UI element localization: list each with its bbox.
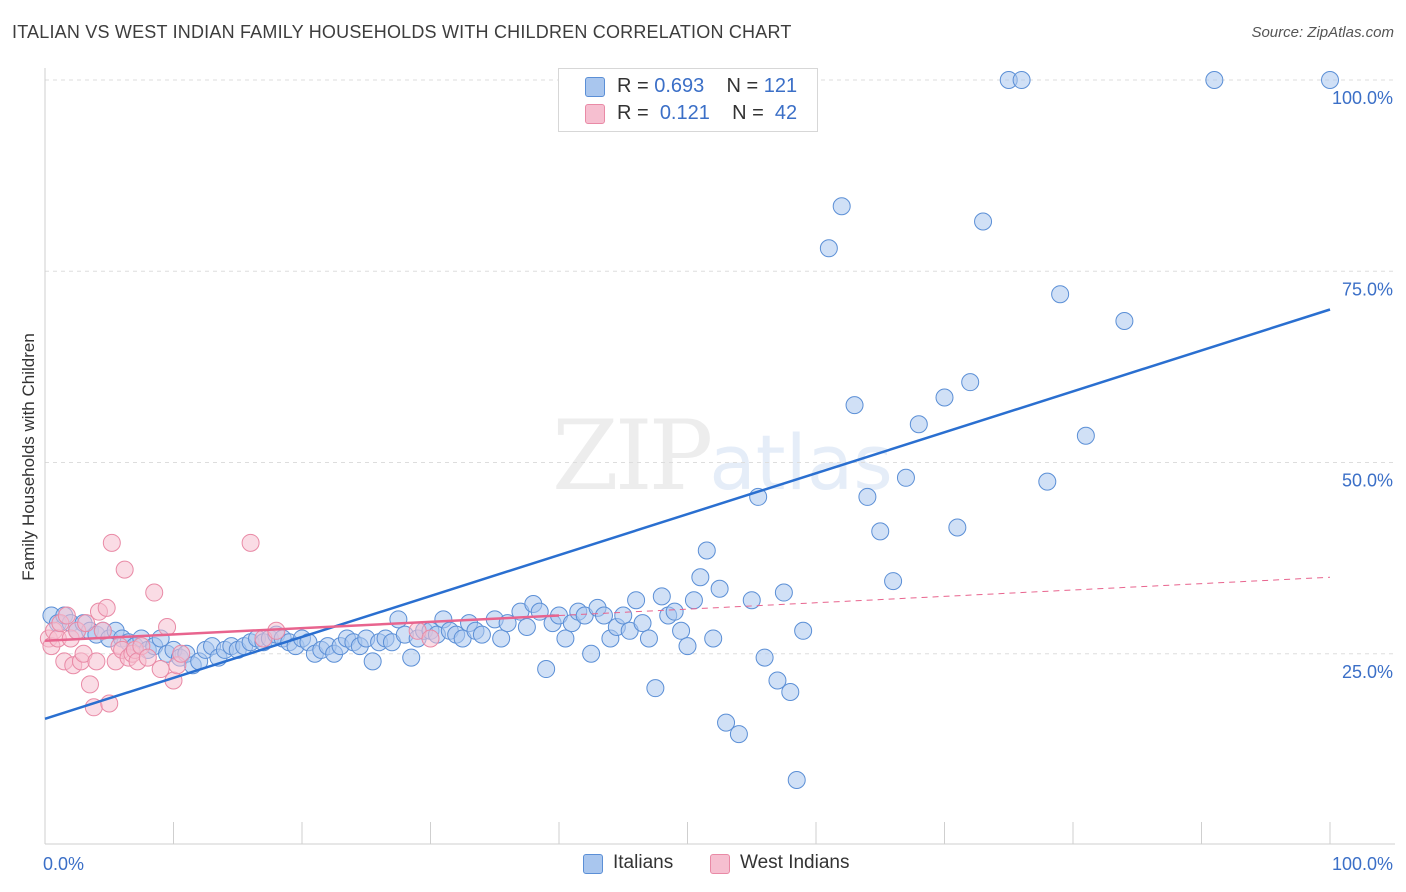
italians-point xyxy=(832,197,851,216)
italians-point xyxy=(794,621,813,640)
italians-point xyxy=(665,602,684,621)
y-axis-label: Family Households with Children xyxy=(19,333,38,581)
legend-r-value-italians: 0.693 xyxy=(654,75,705,97)
west-indians-point xyxy=(172,644,191,663)
west-indians-trend-line xyxy=(44,614,560,642)
italians-point xyxy=(781,683,800,701)
chart-title: ITALIAN VS WEST INDIAN FAMILY HOUSEHOLDS… xyxy=(12,22,792,42)
watermark-zip: ZIP xyxy=(552,400,713,512)
legend-text-italians: R = 0.693 N = 121 xyxy=(617,75,797,98)
series-legend-label-west-indians: West Indians xyxy=(740,852,850,873)
italians-point xyxy=(691,568,710,587)
west-indians-point xyxy=(145,583,164,602)
west-indians-point xyxy=(241,533,260,552)
legend-n-label: N = xyxy=(732,102,764,124)
italians-point xyxy=(717,713,736,732)
italians-point xyxy=(697,541,716,560)
legend-n-value-west-indians: 42 xyxy=(774,102,798,124)
correlation-legend: R = 0.693 N = 121 R = 0.121 N = 42 xyxy=(558,68,818,132)
west-indians-point xyxy=(87,652,106,671)
italians-point xyxy=(678,637,697,656)
italians-point xyxy=(948,518,967,537)
italians-point xyxy=(974,212,993,231)
series-legend-label-italians: Italians xyxy=(613,852,674,873)
italians-point xyxy=(1051,285,1070,304)
italians-point xyxy=(871,522,890,541)
italians-point xyxy=(517,617,536,636)
italians-point xyxy=(858,487,877,506)
italians-point xyxy=(492,629,511,648)
italians-point xyxy=(633,614,652,633)
italians-point xyxy=(774,583,793,602)
italians-point xyxy=(845,396,864,415)
italians-point xyxy=(961,373,980,392)
italians-point xyxy=(909,415,928,434)
legend-swatch-west-indians xyxy=(585,104,605,124)
west-indians-point xyxy=(97,598,116,617)
west-indians-point xyxy=(80,675,99,694)
source-label: Source: ZipAtlas.com xyxy=(1251,24,1394,41)
series-legend-swatch-italians xyxy=(583,854,603,874)
west-indians-point xyxy=(102,533,121,552)
west-indians-point xyxy=(115,560,134,579)
legend-swatch-italians xyxy=(585,77,605,97)
italians-point xyxy=(363,652,382,671)
italians-point xyxy=(582,644,601,663)
italians-point xyxy=(537,660,556,679)
west-indians-point xyxy=(421,629,440,648)
italians-point xyxy=(389,610,408,629)
italians-trend-line xyxy=(44,308,1331,720)
italians-point xyxy=(742,591,761,610)
west-indians-point xyxy=(77,614,96,633)
x-tick-label: 0.0% xyxy=(43,854,84,874)
italians-point xyxy=(402,648,421,667)
italians-point xyxy=(787,770,806,789)
italians-point xyxy=(627,591,646,610)
y-tick-label: 75.0% xyxy=(1342,279,1393,299)
y-tick-label: 100.0% xyxy=(1332,88,1393,108)
legend-n-value-italians: 121 xyxy=(763,75,798,97)
italians-point xyxy=(472,625,491,644)
y-tick-label: 25.0% xyxy=(1342,662,1393,682)
italians-point xyxy=(1115,311,1134,330)
series-legend-swatch-west-indians xyxy=(710,854,730,874)
west-indians-point xyxy=(57,606,76,625)
italians-point xyxy=(1076,426,1095,445)
italians-point xyxy=(768,671,787,690)
legend-r-label: R = xyxy=(617,102,649,124)
west-indians-point xyxy=(138,648,157,667)
italians-point xyxy=(935,388,954,407)
italians-point xyxy=(1321,71,1339,89)
italians-point xyxy=(614,606,633,625)
italians-point xyxy=(710,579,729,598)
italians-point xyxy=(672,621,691,640)
italians-point xyxy=(1038,472,1057,491)
legend-r-label: R = xyxy=(617,75,649,97)
y-tick-label: 50.0% xyxy=(1342,471,1393,491)
italians-point xyxy=(896,468,915,487)
west-indians-point xyxy=(151,660,170,679)
italians-point xyxy=(646,679,665,698)
legend-n-label: N = xyxy=(726,75,759,97)
italians-point xyxy=(884,572,903,591)
italians-point xyxy=(1012,71,1031,89)
west-indians-point xyxy=(158,617,177,636)
italians-point xyxy=(755,648,774,667)
west-indians-point xyxy=(93,621,112,640)
italians-point xyxy=(556,629,575,648)
west-indians-trend-extension xyxy=(558,576,1331,616)
italians-point xyxy=(594,606,613,625)
legend-r-value-west-indians: 0.121 xyxy=(659,102,710,124)
italians-point xyxy=(684,591,703,610)
x-tick-label: 100.0% xyxy=(1332,854,1393,874)
italians-point xyxy=(704,629,723,648)
legend-text-west-indians: R = 0.121 N = 42 xyxy=(617,102,797,125)
italians-point xyxy=(652,587,671,606)
italians-point xyxy=(819,239,838,258)
italians-point xyxy=(639,629,658,648)
italians-point xyxy=(729,725,748,744)
italians-point xyxy=(1205,71,1224,89)
